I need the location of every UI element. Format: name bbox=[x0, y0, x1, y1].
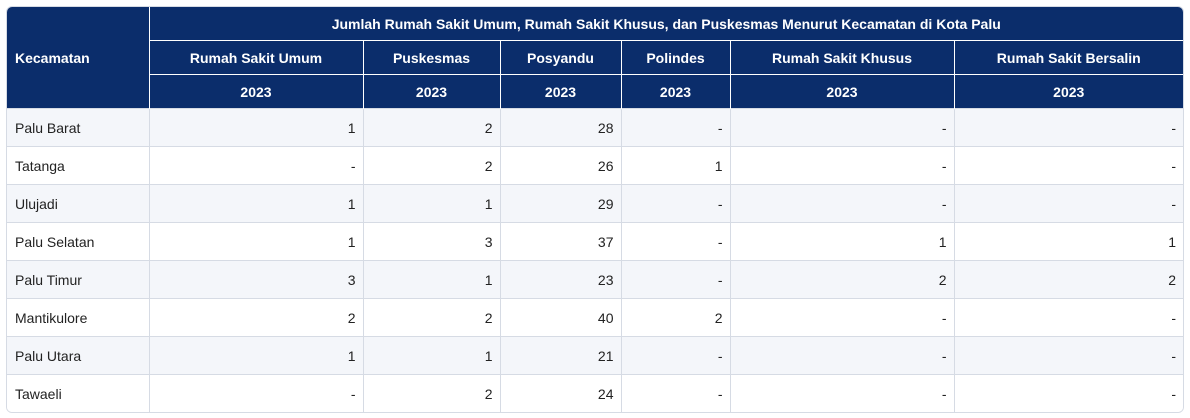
value-cell: 2 bbox=[363, 146, 501, 185]
value-cell: 2 bbox=[363, 374, 501, 412]
value-cell: - bbox=[954, 146, 1183, 185]
column-header-rumah-sakit-khusus: Rumah Sakit Khusus bbox=[730, 40, 955, 75]
value-cell: 37 bbox=[500, 222, 622, 261]
column-header-posyandu: Posyandu bbox=[500, 40, 622, 75]
value-cell: 1 bbox=[730, 222, 955, 261]
year-header: 2023 bbox=[730, 74, 955, 109]
value-cell: - bbox=[149, 146, 364, 185]
value-cell: 1 bbox=[621, 146, 731, 185]
value-cell: - bbox=[621, 260, 731, 299]
value-cell: 23 bbox=[500, 260, 622, 299]
year-header: 2023 bbox=[954, 74, 1183, 109]
value-cell: - bbox=[954, 298, 1183, 337]
table-body: Palu Barat 1 2 28- - - Tatanga -2 26 1- - Ulujadi 1 1… bbox=[7, 108, 1183, 412]
kecamatan-cell: Tawaeli bbox=[7, 374, 150, 412]
value-cell: 26 bbox=[500, 146, 622, 185]
value-cell: - bbox=[621, 374, 731, 412]
value-cell: - bbox=[621, 222, 731, 261]
year-header: 2023 bbox=[621, 74, 731, 109]
year-header: 2023 bbox=[500, 74, 622, 109]
table-row: Palu Selatan 1 3 37-1 1 bbox=[7, 222, 1183, 261]
value-cell: 2 bbox=[621, 298, 731, 337]
kecamatan-cell: Mantikulore bbox=[7, 298, 150, 337]
value-cell: - bbox=[621, 184, 731, 223]
row-header-kecamatan: Kecamatan bbox=[7, 7, 150, 109]
value-cell: - bbox=[954, 374, 1183, 412]
value-cell: - bbox=[730, 184, 955, 223]
column-header-rumah-sakit-bersalin: Rumah Sakit Bersalin bbox=[954, 40, 1183, 75]
value-cell: - bbox=[730, 298, 955, 337]
value-cell: 3 bbox=[363, 222, 501, 261]
table-row: Mantikulore 2 2 40 2- - bbox=[7, 298, 1183, 337]
value-cell: 1 bbox=[363, 336, 501, 375]
value-cell: - bbox=[149, 374, 364, 412]
value-cell: - bbox=[730, 374, 955, 412]
value-cell: 24 bbox=[500, 374, 622, 412]
table-row: Palu Timur 3 1 23-2 2 bbox=[7, 260, 1183, 299]
value-cell: 1 bbox=[149, 222, 364, 261]
column-header-polindes: Polindes bbox=[621, 40, 731, 75]
value-cell: - bbox=[954, 184, 1183, 223]
year-header: 2023 bbox=[149, 74, 364, 109]
value-cell: - bbox=[954, 336, 1183, 375]
kecamatan-cell: Palu Selatan bbox=[7, 222, 150, 261]
value-cell: 1 bbox=[149, 184, 364, 223]
value-cell: - bbox=[621, 108, 731, 147]
value-cell: - bbox=[730, 146, 955, 185]
value-cell: - bbox=[621, 336, 731, 375]
value-cell: 3 bbox=[149, 260, 364, 299]
value-cell: - bbox=[730, 336, 955, 375]
table-row: Ulujadi 1 1 29- - - bbox=[7, 184, 1183, 223]
value-cell: 2 bbox=[149, 298, 364, 337]
statistics-table: Kecamatan Jumlah Rumah Sakit Umum, Rumah… bbox=[7, 7, 1183, 412]
table-row: Palu Barat 1 2 28- - - bbox=[7, 108, 1183, 147]
value-cell: 2 bbox=[363, 108, 501, 147]
data-table-container: Kecamatan Jumlah Rumah Sakit Umum, Rumah… bbox=[6, 6, 1184, 413]
kecamatan-cell: Palu Timur bbox=[7, 260, 150, 299]
value-cell: 2 bbox=[363, 298, 501, 337]
value-cell: 1 bbox=[363, 260, 501, 299]
value-cell: 2 bbox=[730, 260, 955, 299]
column-header-puskesmas: Puskesmas bbox=[363, 40, 501, 75]
table-title: Jumlah Rumah Sakit Umum, Rumah Sakit Khu… bbox=[149, 7, 1183, 41]
value-cell: 1 bbox=[954, 222, 1183, 261]
kecamatan-cell: Palu Barat bbox=[7, 108, 150, 147]
value-cell: 1 bbox=[363, 184, 501, 223]
kecamatan-cell: Ulujadi bbox=[7, 184, 150, 223]
kecamatan-cell: Tatanga bbox=[7, 146, 150, 185]
year-header: 2023 bbox=[363, 74, 501, 109]
value-cell: 28 bbox=[500, 108, 622, 147]
table-row: Tatanga -2 26 1- - bbox=[7, 146, 1183, 185]
value-cell: 1 bbox=[149, 108, 364, 147]
value-cell: 21 bbox=[500, 336, 622, 375]
column-header-rumah-sakit-umum: Rumah Sakit Umum bbox=[149, 40, 364, 75]
value-cell: 2 bbox=[954, 260, 1183, 299]
value-cell: 1 bbox=[149, 336, 364, 375]
value-cell: 40 bbox=[500, 298, 622, 337]
value-cell: 29 bbox=[500, 184, 622, 223]
kecamatan-cell: Palu Utara bbox=[7, 336, 150, 375]
value-cell: - bbox=[730, 108, 955, 147]
value-cell: - bbox=[954, 108, 1183, 147]
table-header: Kecamatan Jumlah Rumah Sakit Umum, Rumah… bbox=[7, 7, 1183, 109]
table-row: Palu Utara 1 1 21- - - bbox=[7, 336, 1183, 375]
table-row: Tawaeli -2 24- - - bbox=[7, 374, 1183, 412]
